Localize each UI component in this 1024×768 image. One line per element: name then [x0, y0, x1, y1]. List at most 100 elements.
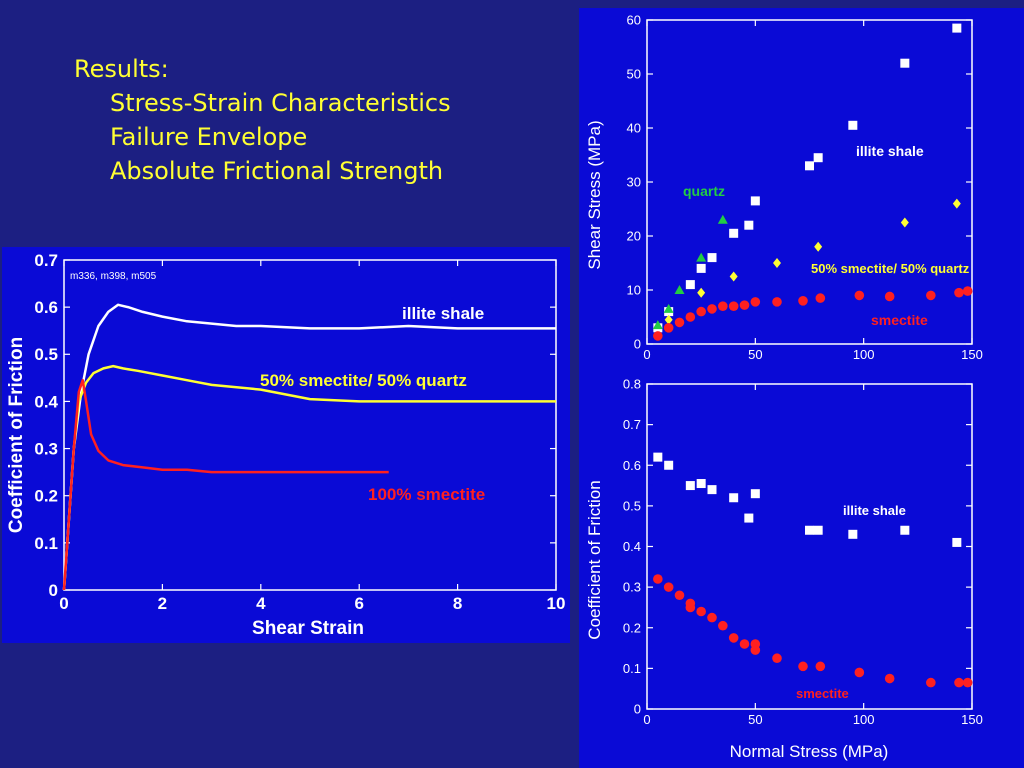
data-point-smectite	[798, 661, 808, 672]
data-point-illite-shale	[729, 493, 739, 503]
y-tick-label: 60	[627, 13, 641, 28]
y-axis-label: Shear Stress (MPa)	[585, 120, 604, 269]
x-tick-label: 50	[748, 347, 762, 362]
chart-left-panel	[2, 247, 570, 643]
chart-friction-vs-normal-stress: Normal Stress (MPa) Coefficient of Frict…	[585, 377, 983, 761]
bullet-stress-strain: Stress-Strain Characteristics	[110, 89, 451, 117]
x-tick-label: 100	[853, 712, 875, 727]
y-tick-label: 0.3	[34, 440, 58, 459]
data-point-50-smectite-50-quartz	[814, 241, 823, 252]
x-tick-label: 4	[256, 594, 266, 613]
series-label-illite-shale: illite shale	[843, 503, 906, 518]
data-point-illite-shale	[729, 228, 739, 238]
data-point-smectite	[926, 677, 936, 688]
y-tick-label: 0	[634, 702, 641, 717]
x-tick-label: 50	[748, 712, 762, 727]
x-tick-label: 0	[59, 594, 68, 613]
run-ids-annotation: m336, m398, m505	[70, 271, 157, 282]
x-tick-label: 6	[354, 594, 363, 613]
series-line-100-smectite	[62, 378, 389, 591]
bullet-frictional-strength: Absolute Frictional Strength	[110, 157, 444, 185]
data-point-illite-shale	[848, 529, 858, 539]
y-tick-label: 0	[49, 581, 58, 600]
y-tick-label: 0.7	[623, 417, 641, 432]
series-label-smectite-quartz: 50% smectite/ 50% quartz	[260, 371, 467, 390]
data-point-smectite	[696, 306, 706, 317]
data-point-quartz	[717, 214, 728, 224]
slide-text: Results: Stress-Strain Characteristics F…	[74, 52, 451, 188]
x-tick-label: 2	[158, 594, 167, 613]
data-point-50-smectite-50-quartz	[952, 198, 961, 209]
y-tick-label: 20	[627, 229, 641, 244]
data-point-illite-shale	[952, 537, 962, 547]
series-label-illite-shale: illite shale	[856, 143, 924, 159]
x-axis-label: Shear Strain	[252, 618, 364, 639]
results-heading: Results:	[74, 55, 169, 83]
data-point-smectite	[685, 312, 696, 322]
data-point-illite-shale	[664, 460, 674, 470]
data-point-smectite	[750, 645, 761, 655]
y-tick-label: 0.1	[623, 661, 641, 676]
data-point-illite-shale	[696, 263, 706, 273]
data-point-smectite	[962, 286, 973, 296]
series-label-quartz: quartz	[683, 183, 725, 199]
data-point-illite-shale	[744, 220, 754, 230]
data-point-quartz	[696, 252, 707, 262]
y-tick-label: 0.6	[623, 458, 641, 473]
data-point-illite-shale	[900, 525, 910, 535]
y-tick-label: 40	[627, 121, 641, 136]
y-tick-label: 10	[627, 283, 641, 298]
y-tick-label: 0.6	[34, 298, 58, 317]
data-point-50-smectite-50-quartz	[697, 287, 706, 298]
y-tick-label: 0.2	[623, 620, 641, 635]
series-line-50-smectite-50-quartz	[62, 364, 556, 591]
data-point-smectite	[954, 287, 964, 298]
series-label-smectite-quartz: 50% smectite/ 50% quartz	[811, 261, 970, 276]
data-point-quartz	[652, 320, 663, 330]
data-point-smectite	[707, 612, 717, 623]
chart-right-panel	[579, 8, 1024, 768]
data-point-smectite	[663, 582, 674, 592]
data-point-quartz	[674, 285, 685, 294]
data-point-illite-shale	[696, 479, 706, 489]
y-tick-label: 0.4	[34, 392, 58, 411]
data-point-50-smectite-50-quartz	[773, 258, 781, 268]
data-point-smectite	[954, 677, 964, 688]
x-tick-label: 10	[547, 594, 566, 613]
data-point-smectite	[884, 673, 895, 684]
data-point-smectite	[653, 331, 663, 341]
x-tick-label: 8	[453, 594, 462, 613]
data-point-quartz	[663, 303, 674, 313]
data-point-smectite	[739, 639, 750, 649]
data-point-illite-shale	[685, 280, 695, 290]
series-label-smectite: smectite	[796, 686, 849, 701]
y-tick-label: 0.2	[34, 487, 58, 506]
series-label-smectite: 100% smectite	[368, 485, 485, 504]
data-point-smectite	[718, 620, 728, 631]
y-tick-label: 0.7	[34, 251, 58, 270]
data-point-50-smectite-50-quartz	[729, 271, 738, 282]
data-point-smectite	[772, 653, 782, 664]
bullet-failure-envelope: Failure Envelope	[110, 123, 308, 151]
data-point-illite-shale	[952, 23, 962, 33]
data-point-illite-shale	[744, 513, 754, 523]
y-tick-label: 0.3	[623, 580, 641, 595]
data-point-smectite	[739, 300, 750, 310]
data-point-illite-shale	[900, 58, 910, 68]
data-point-smectite	[674, 590, 685, 601]
series-label-illite-shale: illite shale	[402, 304, 484, 323]
y-axis-label: Coefficient of Friction	[6, 337, 27, 533]
x-tick-label: 150	[961, 712, 983, 727]
data-point-illite-shale	[813, 153, 823, 163]
data-point-smectite	[750, 297, 761, 307]
data-point-smectite	[962, 677, 973, 688]
data-point-smectite	[926, 290, 936, 301]
y-tick-label: 50	[627, 67, 641, 82]
data-point-smectite	[854, 290, 865, 301]
series-label-smectite: smectite	[871, 312, 928, 328]
chart-stress-strain: m336, m398, m505 Shear Strain Coefficien…	[6, 251, 565, 639]
x-tick-label: 150	[961, 347, 983, 362]
data-point-50-smectite-50-quartz	[664, 314, 673, 325]
y-tick-label: 0	[634, 337, 641, 352]
